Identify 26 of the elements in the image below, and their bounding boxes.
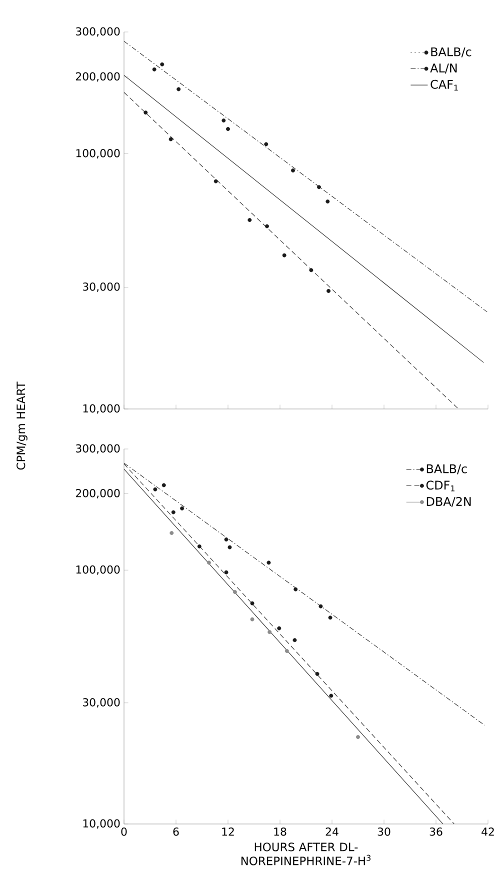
y-tick-label: 100,000 bbox=[76, 565, 120, 575]
x-tick-label: 42 bbox=[482, 828, 494, 836]
x-tick-label: 18 bbox=[274, 828, 286, 836]
legend-label: BALB/c bbox=[426, 464, 467, 474]
y-tick-label: 300,000 bbox=[76, 444, 120, 454]
legend-label: CAF$_{1}$ bbox=[430, 80, 458, 91]
x-tick-label: 30 bbox=[378, 828, 390, 836]
x-tick-label: 12 bbox=[222, 828, 234, 836]
y-tick-label: 30,000 bbox=[82, 698, 120, 708]
y-tick-label: 10,000 bbox=[83, 404, 120, 414]
legend-label: DBA/2N bbox=[426, 496, 471, 507]
legend-label: AL/N bbox=[430, 64, 457, 74]
x-tick-label: 0 bbox=[121, 828, 127, 836]
y-axis-title: CPM/gm HEART bbox=[16, 382, 28, 470]
legend-label: CDF$_{1}$ bbox=[426, 480, 454, 492]
y-tick-label: 30,000 bbox=[82, 282, 120, 292]
x-tick-label: 24 bbox=[326, 828, 338, 836]
x-axis-title: HOURS AFTER DL-NOREPINEPHRINE-7-H$^{3}$ bbox=[241, 842, 371, 866]
y-tick-label: 10,000 bbox=[83, 819, 120, 829]
y-tick-label: 200,000 bbox=[76, 72, 120, 82]
y-tick-label: 100,000 bbox=[76, 149, 120, 158]
legend-label: BALB/c bbox=[431, 47, 472, 58]
y-tick-label: 200,000 bbox=[76, 489, 120, 498]
y-tick-label: 300,000 bbox=[76, 27, 120, 37]
x-tick-label: 36 bbox=[430, 828, 442, 836]
x-tick-label: 6 bbox=[173, 828, 179, 836]
